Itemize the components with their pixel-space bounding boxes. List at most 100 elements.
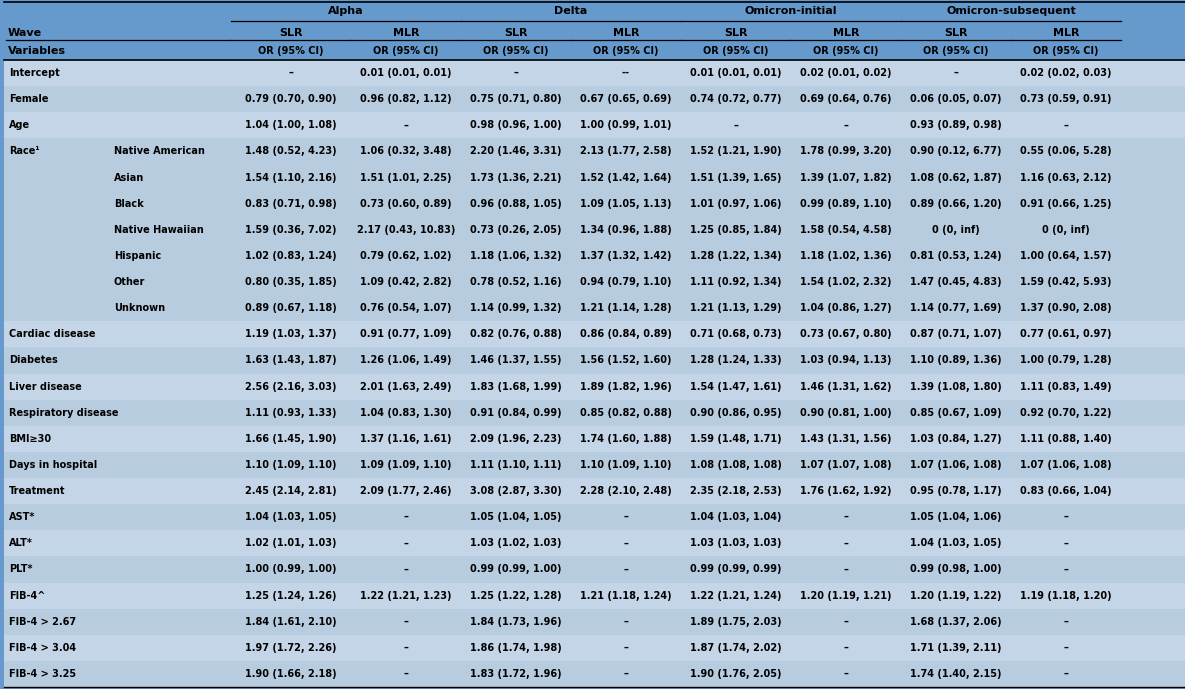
- Text: 1.11 (0.88, 1.40): 1.11 (0.88, 1.40): [1020, 434, 1112, 444]
- Text: 1.52 (1.21, 1.90): 1.52 (1.21, 1.90): [690, 147, 782, 156]
- Text: 1.07 (1.06, 1.08): 1.07 (1.06, 1.08): [1020, 460, 1112, 470]
- Text: 1.14 (0.99, 1.32): 1.14 (0.99, 1.32): [470, 303, 562, 313]
- Text: –: –: [623, 512, 628, 522]
- Text: –: –: [623, 669, 628, 679]
- Text: 0.89 (0.66, 1.20): 0.89 (0.66, 1.20): [910, 198, 1001, 209]
- Bar: [4, 452, 1185, 478]
- Text: MLR: MLR: [1052, 28, 1080, 39]
- Text: Intercept: Intercept: [9, 68, 59, 78]
- Bar: [4, 608, 1185, 635]
- Text: –: –: [1064, 617, 1069, 627]
- Text: SLR: SLR: [724, 28, 748, 39]
- Text: 1.86 (1.74, 1.98): 1.86 (1.74, 1.98): [470, 643, 562, 652]
- Bar: [4, 661, 1185, 687]
- Text: 0.94 (0.79, 1.10): 0.94 (0.79, 1.10): [581, 277, 672, 287]
- Text: 2.45 (2.14, 2.81): 2.45 (2.14, 2.81): [245, 486, 337, 496]
- Bar: [4, 138, 1185, 165]
- Text: 1.03 (1.02, 1.03): 1.03 (1.02, 1.03): [470, 538, 562, 548]
- Bar: [4, 86, 1185, 112]
- Text: Treatment: Treatment: [9, 486, 65, 496]
- Text: –: –: [623, 538, 628, 548]
- Text: 1.07 (1.07, 1.08): 1.07 (1.07, 1.08): [800, 460, 892, 470]
- Text: AST*: AST*: [9, 512, 36, 522]
- Text: 1.51 (1.01, 2.25): 1.51 (1.01, 2.25): [360, 172, 451, 183]
- Text: 1.20 (1.19, 1.21): 1.20 (1.19, 1.21): [800, 590, 892, 601]
- Bar: [4, 269, 1185, 295]
- Text: 1.05 (1.04, 1.05): 1.05 (1.04, 1.05): [470, 512, 562, 522]
- Bar: [4, 635, 1185, 661]
- Text: MLR: MLR: [613, 28, 639, 39]
- Text: FIB-4 > 3.25: FIB-4 > 3.25: [9, 669, 76, 679]
- Text: 1.37 (1.32, 1.42): 1.37 (1.32, 1.42): [581, 251, 672, 261]
- Text: 1.51 (1.39, 1.65): 1.51 (1.39, 1.65): [690, 172, 782, 183]
- Text: 0.80 (0.35, 1.85): 0.80 (0.35, 1.85): [245, 277, 337, 287]
- Text: SLR: SLR: [944, 28, 968, 39]
- Text: 0.06 (0.05, 0.07): 0.06 (0.05, 0.07): [910, 94, 1001, 104]
- Bar: [4, 426, 1185, 452]
- Text: 1.07 (1.06, 1.08): 1.07 (1.06, 1.08): [910, 460, 1001, 470]
- Text: 0.91 (0.77, 1.09): 0.91 (0.77, 1.09): [360, 329, 451, 339]
- Text: –: –: [1064, 643, 1069, 652]
- Text: 0.73 (0.67, 0.80): 0.73 (0.67, 0.80): [800, 329, 892, 339]
- Text: 1.18 (1.06, 1.32): 1.18 (1.06, 1.32): [470, 251, 562, 261]
- Text: Delta: Delta: [555, 6, 588, 16]
- Text: 1.10 (1.09, 1.10): 1.10 (1.09, 1.10): [581, 460, 672, 470]
- Text: 1.25 (1.22, 1.28): 1.25 (1.22, 1.28): [470, 590, 562, 601]
- Text: MLR: MLR: [392, 28, 419, 39]
- Text: OR (95% CI): OR (95% CI): [483, 46, 549, 56]
- Text: 1.05 (1.04, 1.06): 1.05 (1.04, 1.06): [910, 512, 1001, 522]
- Text: 1.97 (1.72, 2.26): 1.97 (1.72, 2.26): [245, 643, 337, 652]
- Text: 0.83 (0.71, 0.98): 0.83 (0.71, 0.98): [245, 198, 337, 209]
- Text: 1.56 (1.52, 1.60): 1.56 (1.52, 1.60): [581, 356, 672, 365]
- Text: 1.21 (1.13, 1.29): 1.21 (1.13, 1.29): [690, 303, 782, 313]
- Text: Hispanic: Hispanic: [114, 251, 161, 261]
- Text: 1.02 (0.83, 1.24): 1.02 (0.83, 1.24): [245, 251, 337, 261]
- Text: 1.28 (1.22, 1.34): 1.28 (1.22, 1.34): [690, 251, 782, 261]
- Text: 2.13 (1.77, 2.58): 2.13 (1.77, 2.58): [581, 147, 672, 156]
- Bar: [4, 217, 1185, 243]
- Text: Cardiac disease: Cardiac disease: [9, 329, 96, 339]
- Text: 0.99 (0.98, 1.00): 0.99 (0.98, 1.00): [910, 564, 1001, 575]
- Text: 0.87 (0.71, 1.07): 0.87 (0.71, 1.07): [910, 329, 1001, 339]
- Bar: [4, 243, 1185, 269]
- Text: –: –: [404, 121, 409, 130]
- Text: –: –: [404, 643, 409, 652]
- Text: 1.03 (0.84, 1.27): 1.03 (0.84, 1.27): [910, 434, 1001, 444]
- Text: 1.89 (1.82, 1.96): 1.89 (1.82, 1.96): [581, 382, 672, 391]
- Text: OR (95% CI): OR (95% CI): [703, 46, 769, 56]
- Text: –: –: [734, 121, 738, 130]
- Text: 0.93 (0.89, 0.98): 0.93 (0.89, 0.98): [910, 121, 1001, 130]
- Text: 1.19 (1.03, 1.37): 1.19 (1.03, 1.37): [245, 329, 337, 339]
- Text: 1.48 (0.52, 4.23): 1.48 (0.52, 4.23): [245, 147, 337, 156]
- Text: 1.03 (1.03, 1.03): 1.03 (1.03, 1.03): [690, 538, 782, 548]
- Text: 0.99 (0.89, 1.10): 0.99 (0.89, 1.10): [800, 198, 892, 209]
- Text: FIB-4 > 2.67: FIB-4 > 2.67: [9, 617, 76, 627]
- Text: –: –: [844, 512, 848, 522]
- Text: Race¹: Race¹: [9, 147, 39, 156]
- Text: OR (95% CI): OR (95% CI): [594, 46, 659, 56]
- Bar: [4, 295, 1185, 321]
- Text: 1.10 (0.89, 1.36): 1.10 (0.89, 1.36): [910, 356, 1001, 365]
- Text: Omicron-subsequent: Omicron-subsequent: [946, 6, 1076, 16]
- Bar: [4, 504, 1185, 531]
- Bar: [4, 478, 1185, 504]
- Text: 1.11 (0.93, 1.33): 1.11 (0.93, 1.33): [245, 408, 337, 418]
- Bar: [4, 400, 1185, 426]
- Text: Age: Age: [9, 121, 30, 130]
- Text: Liver disease: Liver disease: [9, 382, 82, 391]
- Text: 0.01 (0.01, 0.01): 0.01 (0.01, 0.01): [360, 68, 451, 78]
- Text: 1.19 (1.18, 1.20): 1.19 (1.18, 1.20): [1020, 590, 1112, 601]
- Text: 1.46 (1.37, 1.55): 1.46 (1.37, 1.55): [470, 356, 562, 365]
- Text: –: –: [844, 564, 848, 575]
- Text: Days in hospital: Days in hospital: [9, 460, 97, 470]
- Text: 1.11 (0.92, 1.34): 1.11 (0.92, 1.34): [690, 277, 782, 287]
- Text: 1.16 (0.63, 2.12): 1.16 (0.63, 2.12): [1020, 172, 1112, 183]
- Text: 1.09 (1.05, 1.13): 1.09 (1.05, 1.13): [581, 198, 672, 209]
- Text: 0.83 (0.66, 1.04): 0.83 (0.66, 1.04): [1020, 486, 1112, 496]
- Text: 1.22 (1.21, 1.23): 1.22 (1.21, 1.23): [360, 590, 451, 601]
- Text: 1.06 (0.32, 3.48): 1.06 (0.32, 3.48): [360, 147, 451, 156]
- Text: –: –: [623, 617, 628, 627]
- Text: 1.83 (1.68, 1.99): 1.83 (1.68, 1.99): [470, 382, 562, 391]
- Text: 1.04 (1.03, 1.05): 1.04 (1.03, 1.05): [245, 512, 337, 522]
- Text: 1.83 (1.72, 1.96): 1.83 (1.72, 1.96): [470, 669, 562, 679]
